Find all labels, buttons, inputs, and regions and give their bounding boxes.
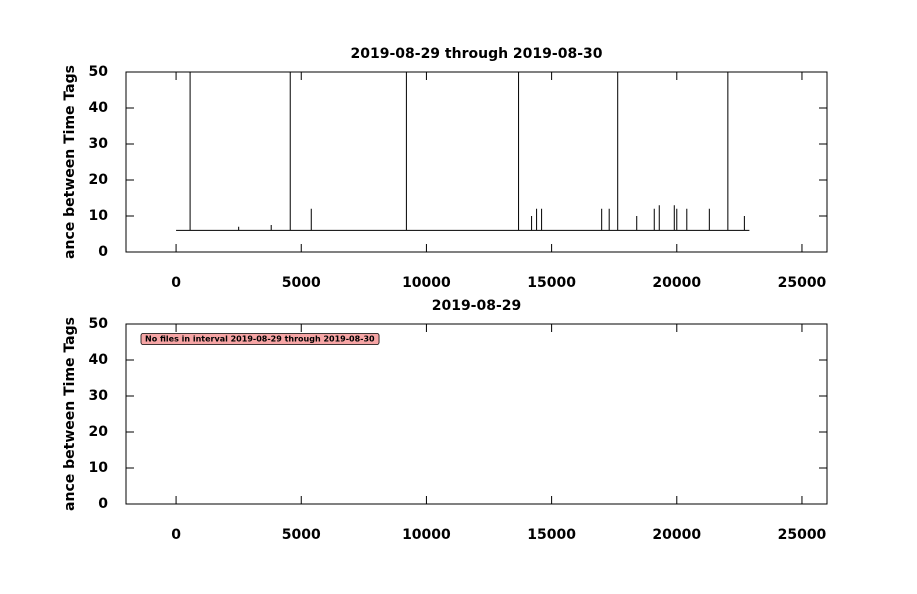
- y-tick-label: 10: [89, 460, 109, 476]
- y-tick-label: 30: [89, 136, 109, 152]
- x-tick-label: 20000: [652, 527, 701, 543]
- y-tick-label: 40: [89, 100, 109, 116]
- annotation: No files in interval 2019-08-29 through …: [140, 333, 380, 345]
- x-tick-label: 5000: [282, 527, 321, 543]
- chart-title: 2019-08-29: [432, 298, 522, 314]
- plot-frame: [125, 323, 828, 505]
- x-tick-label: 0: [171, 527, 181, 543]
- panel: 2019-08-29 through 2019-08-30 ance betwee…: [62, 46, 828, 291]
- y-axis-label: ance between Time Tags: [62, 65, 78, 259]
- y-axis-label: ance between Time Tags: [62, 317, 78, 511]
- y-tick-label: 20: [89, 172, 109, 188]
- y-tick-label: 0: [98, 244, 108, 260]
- y-tick-label: 10: [89, 208, 109, 224]
- x-tick-label: 15000: [527, 527, 576, 543]
- plot-frame: [125, 71, 828, 253]
- y-tick-label: 40: [89, 352, 109, 368]
- x-tick-label: 10000: [402, 527, 451, 543]
- y-tick-label: 50: [89, 316, 109, 332]
- x-tick-label: 10000: [402, 275, 451, 291]
- x-tick-label: 25000: [778, 275, 827, 291]
- y-tick-label: 0: [98, 496, 108, 512]
- x-tick-label: 20000: [652, 275, 701, 291]
- annotation-box: [140, 333, 380, 345]
- y-tick-label: 20: [89, 424, 109, 440]
- x-tick-label: 25000: [778, 527, 827, 543]
- annotation-text: No files in interval 2019-08-29 through …: [145, 335, 375, 344]
- x-tick-label: 5000: [282, 275, 321, 291]
- y-tick-label: 50: [89, 64, 109, 80]
- x-tick-label: 0: [171, 275, 181, 291]
- data-line: [176, 72, 750, 231]
- chart-title: 2019-08-29 through 2019-08-30: [351, 46, 603, 62]
- y-tick-label: 30: [89, 388, 109, 404]
- x-tick-label: 15000: [527, 275, 576, 291]
